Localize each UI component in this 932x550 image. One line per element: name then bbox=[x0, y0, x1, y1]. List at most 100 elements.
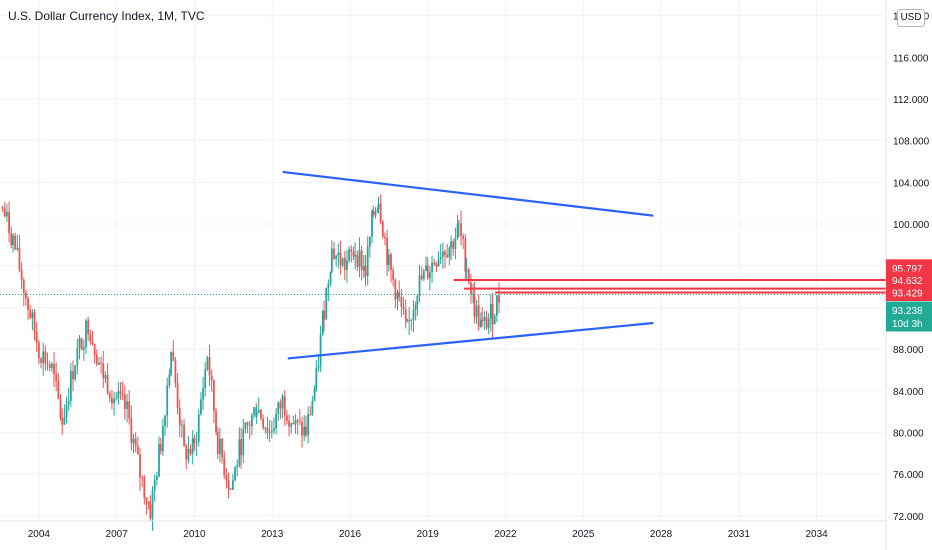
candle-body bbox=[376, 208, 379, 211]
price-label: 93.429 bbox=[892, 288, 923, 299]
x-tick-label: 2016 bbox=[339, 529, 362, 540]
candle-body bbox=[189, 448, 192, 454]
x-tick-label: 2034 bbox=[805, 529, 828, 540]
candle-body bbox=[98, 362, 100, 365]
candle-body bbox=[335, 255, 338, 259]
candle-body bbox=[346, 260, 348, 271]
candle-body bbox=[329, 271, 332, 284]
x-tick-label: 2025 bbox=[572, 529, 595, 540]
candle-body bbox=[72, 371, 74, 380]
candle-body bbox=[253, 407, 255, 416]
candle-body bbox=[462, 235, 465, 239]
candle-body bbox=[431, 262, 433, 273]
trendline[interactable] bbox=[287, 321, 654, 360]
candle-body bbox=[61, 417, 64, 425]
candle-body bbox=[412, 309, 415, 320]
candle-body bbox=[246, 422, 249, 425]
candle-body bbox=[352, 251, 355, 257]
candle-body bbox=[396, 292, 399, 300]
candle-body bbox=[221, 438, 223, 458]
candle-body bbox=[44, 351, 47, 364]
candle-body bbox=[111, 398, 113, 404]
candle-body bbox=[14, 235, 17, 250]
candle-body bbox=[139, 454, 141, 478]
candle-body bbox=[493, 315, 496, 325]
candle-body bbox=[25, 292, 27, 299]
trendline[interactable] bbox=[282, 170, 654, 217]
candle-body bbox=[364, 265, 367, 277]
countdown-label: 10d 3h bbox=[892, 319, 923, 330]
candle-body bbox=[178, 407, 181, 426]
price-label: 95.797 bbox=[892, 264, 923, 275]
candle-body bbox=[128, 401, 131, 419]
candle-body bbox=[372, 210, 375, 216]
candle-body bbox=[91, 341, 94, 344]
y-tick-label: 80.000 bbox=[893, 428, 924, 439]
candles bbox=[1, 194, 500, 531]
candle-body bbox=[452, 241, 455, 249]
candle-body bbox=[10, 233, 13, 246]
candle-body bbox=[292, 423, 295, 425]
candle-body bbox=[82, 347, 85, 350]
candle-body bbox=[158, 444, 160, 477]
y-tick-label: 84.000 bbox=[893, 387, 924, 398]
price-label: 93.238 bbox=[892, 306, 923, 317]
candle-body bbox=[379, 203, 382, 222]
candle-body bbox=[408, 320, 411, 322]
candle-body bbox=[53, 363, 55, 375]
currency-badge[interactable]: USD bbox=[897, 9, 925, 27]
candle-body bbox=[489, 304, 492, 319]
candle-body bbox=[457, 223, 460, 225]
x-tick-label: 2028 bbox=[650, 529, 673, 540]
candle-body bbox=[296, 420, 299, 422]
candle-body bbox=[159, 444, 162, 452]
candle-body bbox=[313, 388, 316, 402]
candle-body bbox=[149, 504, 152, 519]
candle-body bbox=[301, 421, 303, 436]
price-label-box bbox=[886, 301, 932, 332]
candle-body bbox=[429, 272, 431, 279]
candle-body bbox=[410, 319, 413, 321]
y-tick-label: 112.000 bbox=[893, 95, 929, 106]
candle-body bbox=[134, 439, 137, 447]
candle-body bbox=[404, 309, 407, 319]
candle-body bbox=[37, 342, 40, 359]
candle-body bbox=[57, 380, 60, 399]
candle-body bbox=[183, 424, 185, 446]
candle-body bbox=[161, 425, 164, 452]
candle-body bbox=[307, 414, 309, 436]
candle-body bbox=[366, 246, 369, 277]
candle-body bbox=[42, 351, 45, 363]
price-label: 94.632 bbox=[892, 276, 923, 287]
candle-body bbox=[454, 238, 457, 249]
candle-body bbox=[76, 348, 79, 366]
x-axis[interactable]: 2004 2007 2010 2013 2016 2019 2022 2025 2028 2031… bbox=[28, 529, 828, 540]
candle-body bbox=[433, 262, 436, 265]
candle-body bbox=[16, 247, 19, 250]
candle-body bbox=[104, 375, 107, 379]
level-lines[interactable] bbox=[453, 278, 886, 294]
candle-body bbox=[208, 357, 211, 376]
candle-body bbox=[437, 259, 440, 267]
candle-body bbox=[227, 480, 230, 490]
candle-body bbox=[416, 295, 419, 305]
candle-body bbox=[394, 280, 397, 300]
x-tick-label: 2019 bbox=[417, 529, 440, 540]
candle-body bbox=[343, 257, 346, 271]
candle-body bbox=[371, 210, 373, 237]
candle-body bbox=[414, 304, 417, 310]
candle-body bbox=[8, 211, 10, 234]
candle-body bbox=[219, 438, 221, 455]
trendlines[interactable] bbox=[282, 170, 654, 360]
candle-body bbox=[467, 269, 470, 283]
candle-body bbox=[339, 252, 342, 266]
candle-body bbox=[89, 334, 92, 342]
candle-body bbox=[197, 414, 200, 442]
candle-body bbox=[93, 343, 96, 355]
candle-body bbox=[381, 221, 384, 237]
candle-body bbox=[248, 424, 251, 426]
candle-body bbox=[317, 366, 320, 369]
candle-body bbox=[206, 357, 209, 370]
candle-body bbox=[294, 420, 297, 425]
